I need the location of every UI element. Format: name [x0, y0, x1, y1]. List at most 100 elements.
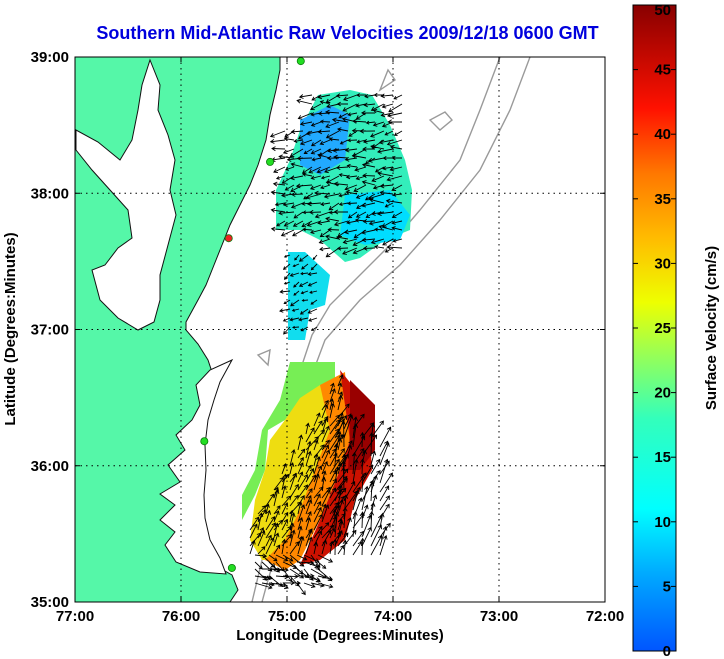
- velocity-patch-south-yellow: [250, 380, 345, 560]
- map-title: Southern Mid-Atlantic Raw Velocities 200…: [96, 23, 599, 43]
- velocity-vector: [323, 193, 340, 199]
- velocity-vector: [307, 308, 318, 314]
- velocity-vector: [290, 162, 304, 168]
- velocity-vector: [298, 281, 309, 287]
- velocity-vector: [305, 528, 313, 547]
- velocity-vector: [377, 171, 394, 177]
- velocity-vector: [384, 202, 394, 208]
- velocity-vector: [346, 220, 358, 225]
- velocity-vector: [321, 522, 330, 531]
- velocity-vector: [342, 506, 348, 529]
- velocity-vector: [321, 524, 335, 539]
- velocity-vector: [337, 127, 349, 132]
- velocity-vector: [289, 449, 296, 467]
- velocity-vector: [273, 489, 280, 507]
- velocity-vector: [325, 216, 340, 222]
- velocity-vector: [361, 110, 376, 116]
- velocity-vector: [355, 103, 367, 108]
- velocity-vector: [342, 238, 358, 245]
- velocity-vector: [313, 525, 323, 539]
- velocity-vector: [379, 190, 394, 196]
- velocity-vector: [273, 522, 280, 539]
- velocity-vector: [300, 326, 309, 332]
- velocity-vector: [313, 513, 323, 531]
- velocity-vector: [273, 505, 281, 515]
- velocity-vector: [392, 238, 403, 243]
- velocity-vector: [365, 120, 376, 125]
- velocity-vector: [393, 130, 403, 136]
- velocity-vector: [336, 246, 349, 251]
- velocity-vector: [305, 436, 319, 451]
- colorbar-tick-labels: 0 5 10 15 20 25 30 35 40 45 50: [633, 2, 676, 659]
- velocity-vector: [289, 541, 300, 555]
- station-marker: [227, 563, 236, 572]
- velocity-vector: [393, 94, 403, 100]
- velocity-vector: [361, 162, 376, 168]
- y-tick-label: 39:00: [31, 49, 69, 66]
- y-tick-label: 37:00: [31, 322, 69, 339]
- velocity-vector: [361, 180, 376, 186]
- station-marker: [266, 157, 275, 166]
- velocity-vector: [313, 453, 319, 467]
- velocity-vector: [320, 175, 331, 180]
- velocity-vector: [257, 546, 266, 555]
- velocity-vector: [305, 536, 313, 555]
- velocity-vector: [289, 483, 299, 499]
- velocity-vector: [307, 272, 318, 277]
- velocity-vector: [290, 202, 304, 209]
- velocity-vector: [372, 108, 385, 114]
- velocity-vector: [333, 154, 349, 160]
- velocity-vector: [270, 207, 286, 213]
- velocity-vector: [297, 471, 304, 483]
- velocity-vector: [352, 458, 359, 484]
- velocity-vector: [325, 234, 340, 240]
- velocity-vector: [296, 554, 308, 561]
- velocity-vector: [382, 156, 394, 161]
- velocity-vector: [297, 516, 304, 531]
- velocity-vector: [310, 103, 322, 111]
- velocity-vector: [319, 119, 331, 124]
- velocity-vector: [335, 235, 349, 240]
- velocity-vector: [317, 153, 331, 159]
- colorbar-tick-label: 20: [654, 385, 671, 402]
- y-tick-label: 36:00: [31, 458, 69, 475]
- velocity-vector: [268, 554, 278, 562]
- velocity-vector: [265, 503, 270, 515]
- velocity-vector: [361, 526, 372, 547]
- velocity-vector: [321, 489, 331, 507]
- velocity-vector: [310, 575, 321, 583]
- velocity-vector: [306, 220, 322, 227]
- grid-lines: [75, 57, 605, 602]
- velocity-vector: [292, 229, 304, 237]
- velocity-vector: [352, 511, 358, 538]
- velocity-vector: [257, 509, 267, 523]
- velocity-vector: [296, 155, 313, 161]
- x-tick-label: 77:00: [56, 608, 94, 625]
- velocity-vector: [249, 532, 262, 547]
- colorbar-gradient: [632, 4, 677, 652]
- velocity-vector: [313, 456, 321, 475]
- velocity-vector: [291, 192, 304, 197]
- velocity-vector: [362, 173, 376, 178]
- velocity-vector: [391, 226, 403, 231]
- velocity-vector: [296, 582, 306, 596]
- velocity-vector: [343, 517, 352, 538]
- velocity-vector: [369, 432, 374, 457]
- velocity-vector: [265, 537, 275, 555]
- velocity-vector: [378, 224, 394, 231]
- velocity-vector: [316, 166, 331, 174]
- velocity-vector: [379, 442, 390, 466]
- velocity-vector: [334, 484, 343, 502]
- velocity-vector: [283, 299, 291, 305]
- velocity-vector: [382, 238, 394, 246]
- velocity-vector: [353, 184, 367, 192]
- velocity-vector: [348, 130, 358, 137]
- velocity-vector: [329, 540, 335, 555]
- velocity-vector: [273, 544, 281, 555]
- colorbar-tick-label: 35: [654, 191, 671, 208]
- velocity-vector: [347, 138, 358, 143]
- velocity-vector: [310, 121, 322, 127]
- velocity-vector: [283, 326, 291, 335]
- x-tick-label: 75:00: [268, 608, 306, 625]
